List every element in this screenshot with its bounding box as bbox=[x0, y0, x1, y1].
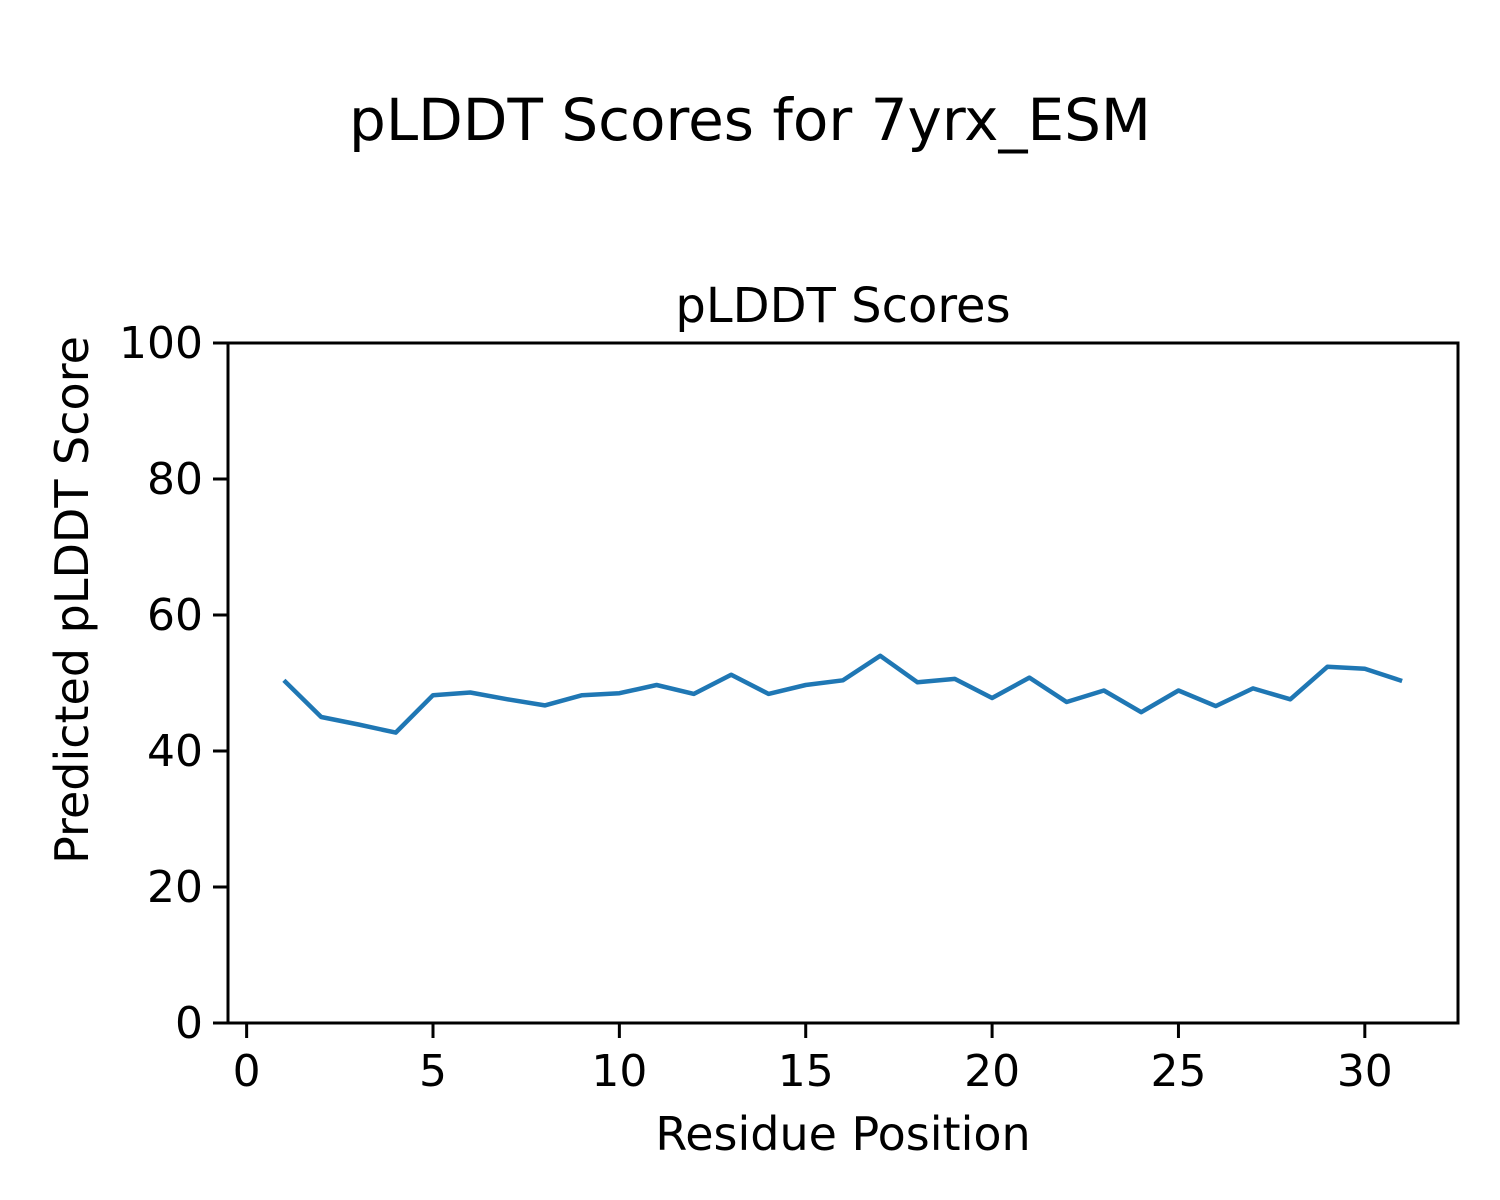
plddt-series-line bbox=[282, 653, 1403, 735]
y-axis-label: Predicted pLDDT Score bbox=[45, 336, 99, 864]
y-tick-label: 100 bbox=[119, 318, 203, 369]
x-tick-label: 15 bbox=[778, 1046, 834, 1097]
axes-title: pLDDT Scores bbox=[675, 278, 1010, 334]
x-tick-label: 5 bbox=[419, 1046, 447, 1097]
x-tick-label: 30 bbox=[1337, 1046, 1393, 1097]
y-tick-label: 80 bbox=[147, 454, 203, 505]
plot-border bbox=[226, 341, 1460, 1025]
x-axis-label: Residue Position bbox=[655, 1107, 1030, 1161]
y-tick-label: 40 bbox=[147, 726, 203, 777]
x-tick-label: 0 bbox=[233, 1046, 261, 1097]
y-tick-label: 60 bbox=[147, 590, 203, 641]
y-tick-label: 0 bbox=[175, 998, 203, 1049]
x-tick-label: 25 bbox=[1150, 1046, 1206, 1097]
x-tick-label: 20 bbox=[964, 1046, 1020, 1097]
figure-title: pLDDT Scores for 7yrx_ESM bbox=[349, 86, 1151, 154]
x-axis-ticks: 0 5 10 15 20 25 30 bbox=[233, 1023, 1393, 1097]
y-tick-label: 20 bbox=[147, 862, 203, 913]
y-axis-ticks: 0 20 40 60 80 100 bbox=[119, 318, 228, 1049]
x-tick-label: 10 bbox=[591, 1046, 647, 1097]
